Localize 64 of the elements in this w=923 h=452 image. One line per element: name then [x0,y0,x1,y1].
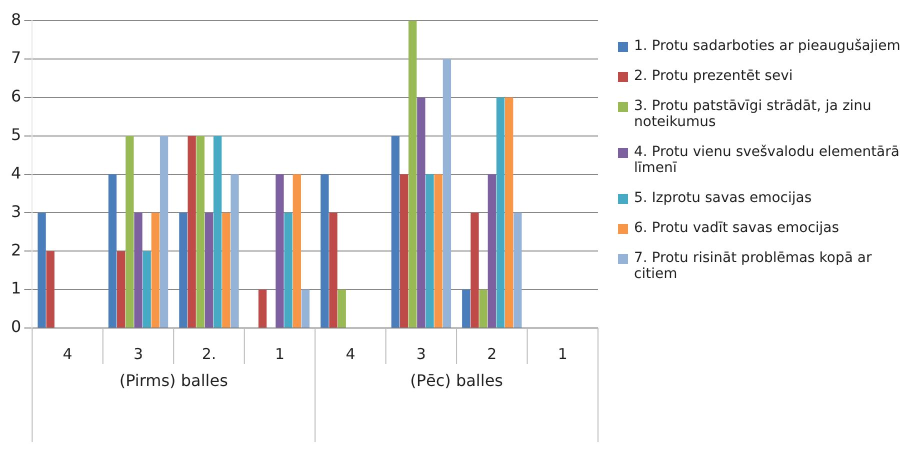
y-tick-label: 3 [10,202,22,221]
bar [417,97,426,328]
legend-label: 4. Protu vienu svešvalodu elementārā līmenī [634,144,900,176]
bar [338,290,346,328]
bar [117,251,126,328]
bar [408,20,417,328]
x-tick-label: 1 [558,344,568,363]
bar [462,290,470,328]
bar [188,136,196,328]
bar [391,136,400,328]
bar [222,212,230,328]
bar [320,174,329,328]
x-tick-label: 1 [274,344,284,363]
y-tick-label: 2 [10,240,22,260]
x-tick-label: 2 [487,344,497,363]
bar [479,290,488,328]
y-tick-label: 8 [10,10,22,29]
bar [258,290,267,328]
bar [214,136,222,328]
legend-label: 3. Protu patstāvīgi strādāt, ja zinu noteikumus [634,98,872,130]
bar [470,212,479,328]
bar [442,59,452,328]
x-tick-label: 4 [62,344,72,363]
x-tick-label: 4 [346,344,356,363]
x-tick-label: 2. [202,344,216,363]
bar [142,251,151,328]
y-tick-label: 4 [10,163,22,182]
bar [505,97,514,328]
y-tick-label: 1 [10,278,22,298]
bar [276,174,284,328]
bar [284,212,292,328]
y-tick-label: 0 [10,317,22,336]
bar [108,174,117,328]
y-tick-label: 7 [10,48,22,68]
bar [204,212,214,328]
x-tick-label: 3 [416,344,426,363]
bar [329,212,338,328]
bar [230,174,239,328]
legend-label: 1. Protu sadarboties ar pieaugušajiem [634,38,900,54]
bar [496,97,505,328]
bar [46,251,54,328]
bar [400,174,408,328]
bar [126,136,134,328]
bar [434,174,442,328]
bar [134,212,142,328]
x-tick-label: 3 [134,344,144,363]
bar [38,212,46,328]
bar [160,136,168,328]
legend-label: 5. Izprotu savas emocijas [634,190,812,206]
text: (Pirms) balles [119,371,228,390]
legend-label: 6. Protu vadīt savas emocijas [634,220,840,236]
text: (Pēc) balles [410,371,503,390]
bar [292,174,301,328]
bar [301,290,310,328]
bar [514,212,522,328]
bar [196,136,204,328]
bar [426,174,434,328]
legend-label: 7. Protu risināt problēmas kopā ar citiem [634,250,873,282]
y-tick-label: 5 [10,125,22,144]
bar [151,212,160,328]
legend-label: 2. Protu prezentēt sevi [634,68,793,84]
bar [488,174,496,328]
bar [179,212,188,328]
y-tick-label: 6 [10,86,22,106]
